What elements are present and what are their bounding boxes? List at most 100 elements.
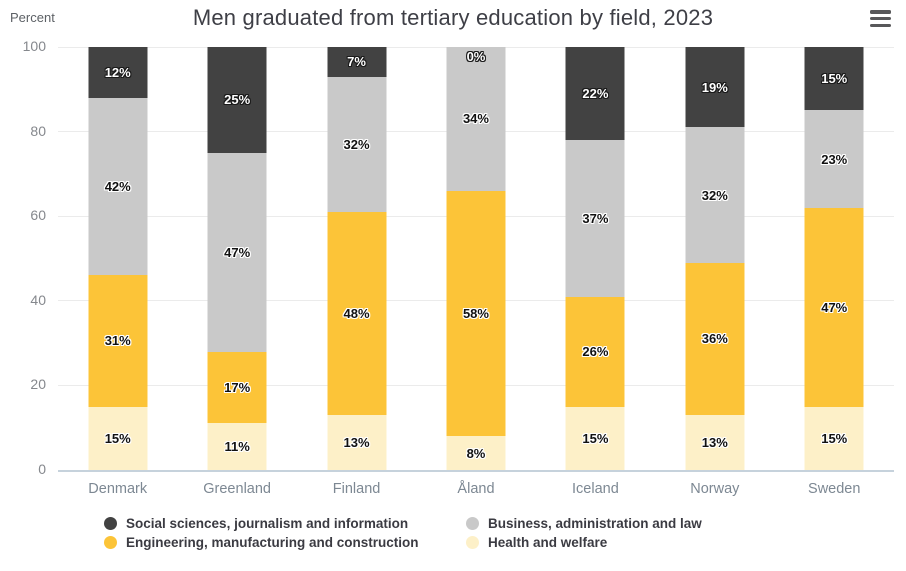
x-axis-category-label: Finland [332,481,381,497]
legend: Social sciences, journalism and informat… [104,516,702,550]
bar-segment[interactable]: 25% [207,47,267,153]
legend-item[interactable]: Engineering, manufacturing and construct… [104,535,466,550]
bar-slot: 15% 23% 47% 15% Sweden [775,47,894,497]
stacked-bar-åland: 0% 34% 58% 8% [446,47,506,470]
segment-value-label: 36% [701,331,728,347]
bar-segment[interactable]: 34% [446,47,506,191]
stacked-bar-sweden: 15% 23% 47% 15% [804,47,864,470]
segment-value-label: 17% [224,380,251,395]
bar-segment[interactable]: 17% [207,351,267,424]
x-axis-category-label: Denmark [88,481,148,497]
bar-segment[interactable]: 47% [804,207,864,407]
legend-item[interactable]: Business, administration and law [466,516,702,531]
segment-value-label: 47% [821,299,848,315]
segment-value-label: 13% [701,434,728,450]
segment-value-label: 22% [582,86,609,102]
bar-segment[interactable]: 7% [327,47,387,77]
segment-value-label: 8% [466,445,486,461]
segment-value-label: 26% [582,344,609,360]
legend-dot-icon [104,536,117,549]
bar-segment[interactable]: 26% [565,296,625,407]
segment-value-label: 32% [343,136,370,152]
bar-segment[interactable]: 13% [327,415,387,470]
bar-segment[interactable]: 32% [327,76,387,212]
bar-segment[interactable]: 36% [685,262,745,415]
bars: 12% 42% 31% 15% Denmark 25% 47% 17% 11% Greenland… [58,47,894,497]
bar-segment[interactable]: 15% [565,406,625,470]
legend-label: Social sciences, journalism and informat… [126,516,409,531]
segment-value-label: 47% [224,244,251,260]
segment-value-label: 12% [104,64,131,80]
legend-dot-icon [104,517,117,530]
segment-value-label: 15% [582,430,609,446]
segment-value-label: 42% [104,179,131,195]
legend-dot-icon [466,536,479,549]
stacked-bar-greenland: 25% 47% 17% 11% [207,47,267,470]
segment-value-label: 23% [821,151,848,167]
legend-item[interactable]: Social sciences, journalism and informat… [104,516,466,531]
y-tick-label: 40 [30,291,46,308]
x-axis-baseline [58,470,894,472]
segment-value-label: 34% [462,111,489,127]
bar-segment[interactable]: 32% [685,127,745,263]
bar-slot: 7% 32% 48% 13% Finland [297,47,416,497]
stacked-bar-finland: 7% 32% 48% 13% [327,47,387,470]
bar-slot: 12% 42% 31% 15% Denmark [58,47,177,497]
stacked-bar-iceland: 22% 37% 26% 15% [565,47,625,470]
bar-segment[interactable]: 22% [565,47,625,141]
x-axis-category-label: Greenland [203,481,271,497]
bar-segment[interactable]: 19% [685,47,745,128]
x-axis-category-label: Norway [690,481,740,497]
segment-value-label: 7% [347,54,366,70]
bar-segment[interactable]: 31% [88,275,148,407]
y-tick-label: 80 [30,122,46,139]
plot-area: 12% 42% 31% 15% Denmark 25% 47% 17% 11% Greenland… [58,46,894,497]
bar-segment[interactable]: 37% [565,140,625,297]
bar-slot: 25% 47% 17% 11% Greenland [177,47,296,497]
bar-slot: 22% 37% 26% 15% Iceland [536,47,655,497]
bar-segment[interactable]: 48% [327,211,387,415]
bar-segment[interactable]: 15% [804,47,864,111]
bar-segment[interactable]: 12% [88,47,148,98]
x-axis-category-label: Åland [457,481,495,497]
legend-label: Engineering, manufacturing and construct… [126,535,419,550]
bar-segment[interactable]: 15% [88,406,148,470]
segment-value-label: 15% [821,430,848,446]
y-tick-label: 0 [38,461,46,477]
bar-slot: 0% 34% 58% 8% Åland [416,47,535,497]
segment-value-label: 48% [343,305,370,321]
bar-segment[interactable]: 58% [446,190,506,437]
segment-value-label: 15% [821,71,848,87]
bar-segment[interactable]: 42% [88,97,148,276]
chart-title: Men graduated from tertiary education by… [192,5,714,30]
segment-value-label: 58% [462,305,489,321]
stacked-bar-denmark: 12% 42% 31% 15% [88,47,148,470]
x-axis-category-label: Sweden [808,481,861,497]
segment-value-label: 37% [582,210,609,226]
bar-segment[interactable]: 47% [207,152,267,352]
bar-slot: 19% 32% 36% 13% Norway [655,47,774,497]
x-axis-category-label: Iceland [572,481,619,497]
bar-segment[interactable]: 8% [446,436,506,470]
legend-label: Business, administration and law [488,516,702,531]
segment-value-label: 32% [701,187,728,203]
bar-segment[interactable]: 15% [804,406,864,470]
bar-segment[interactable]: 11% [207,423,267,470]
segment-value-label: 25% [224,92,251,108]
legend-item[interactable]: Health and welfare [466,535,702,550]
legend-dot-icon [466,517,479,530]
y-tick-label: 100 [22,38,46,54]
y-tick-label: 60 [30,207,46,224]
segment-value-label: 11% [224,439,250,455]
segment-value-label: 13% [343,434,370,450]
bar-segment[interactable]: 13% [685,414,745,470]
bar-segment[interactable]: 23% [804,110,864,208]
legend-label: Health and welfare [488,535,608,550]
hamburger-icon[interactable] [870,10,891,27]
segment-value-label: 31% [104,333,131,349]
y-axis-unit-label: Percent [10,10,55,25]
stacked-bar-norway: 19% 32% 36% 13% [685,47,745,470]
segment-value-label: 15% [104,430,131,446]
y-tick-label: 20 [30,376,46,393]
